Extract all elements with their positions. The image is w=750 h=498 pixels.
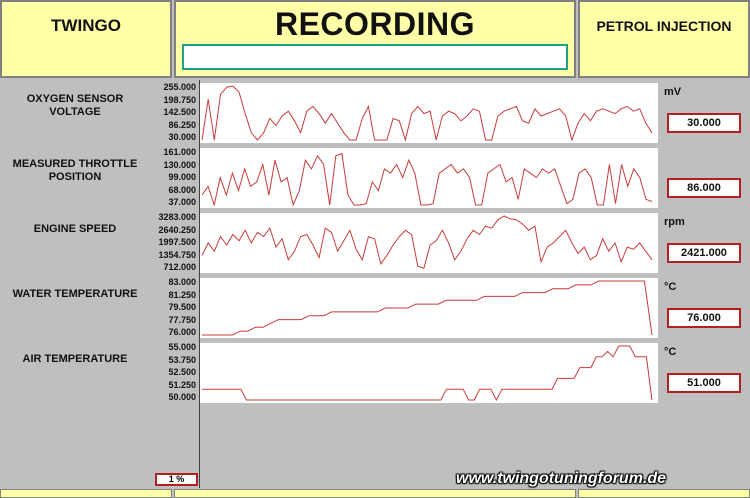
unit-label-0: mV xyxy=(664,86,682,98)
system-title: PETROL INJECTION xyxy=(596,18,732,34)
watermark: www.twingotuningforum.de xyxy=(456,470,667,487)
chart-svg-1 xyxy=(201,152,653,207)
y-tick-label: 712.000 xyxy=(163,262,196,272)
chart-plot-4 xyxy=(200,343,658,403)
series-line xyxy=(201,152,653,207)
y-tick-label: 198.750 xyxy=(163,94,196,105)
unit-label-3: °C xyxy=(664,281,677,293)
y-tick-label: 130.000 xyxy=(163,159,196,170)
y-tick-label: 76.000 xyxy=(168,327,196,337)
chart-label-0: OXYGEN SENSOR VOLTAGE xyxy=(26,93,124,118)
chart-svg-4 xyxy=(202,345,653,402)
y-tick-label: 2640.250 xyxy=(158,224,196,235)
current-value-1: 86.000 xyxy=(667,178,741,198)
chart-svg-2 xyxy=(201,215,653,269)
y-tick-label: 79.500 xyxy=(168,302,196,312)
y-tick-label: 30.000 xyxy=(168,132,196,142)
y-tick-label: 3283.000 xyxy=(158,212,196,222)
time-cursor-line xyxy=(199,80,200,488)
y-tick-label: 99.000 xyxy=(168,172,196,182)
chart-label-1: MEASURED THROTTLE POSITION xyxy=(12,158,138,183)
current-value-0: 30.000 xyxy=(667,113,741,133)
y-tick-label: 81.250 xyxy=(168,289,196,300)
y-tick-label: 142.500 xyxy=(163,107,196,117)
y-tick-label: 161.000 xyxy=(163,147,196,157)
y-tick-label: 52.500 xyxy=(168,367,196,377)
recording-title: RECORDING xyxy=(274,6,476,42)
chart-svg-0 xyxy=(201,85,653,142)
unit-label-4: °C xyxy=(664,346,677,358)
chart-label-4: AIR TEMPERATURE xyxy=(22,353,128,365)
current-value-4: 51.000 xyxy=(667,373,741,393)
chart-label-2: ENGINE SPEED xyxy=(33,223,117,235)
chart-label-3: WATER TEMPERATURE xyxy=(12,288,138,300)
chart-plot-3 xyxy=(200,278,658,338)
progress-indicator: 1 % xyxy=(155,473,198,486)
y-tick-label: 68.000 xyxy=(168,184,196,195)
chart-plot-2 xyxy=(200,213,658,273)
y-tick-label: 77.750 xyxy=(168,314,196,325)
header-left-panel: TWINGO xyxy=(0,0,172,78)
header-center-panel: RECORDING xyxy=(174,0,576,78)
current-value-3: 76.000 xyxy=(667,308,741,328)
y-tick-label: 1354.750 xyxy=(158,249,196,260)
footer-right-strip xyxy=(578,489,750,498)
y-tick-label: 1997.500 xyxy=(158,237,196,247)
vehicle-title: TWINGO xyxy=(51,16,121,35)
series-line xyxy=(201,85,653,142)
y-tick-label: 86.250 xyxy=(168,119,196,130)
y-tick-label: 53.750 xyxy=(168,354,196,365)
series-line xyxy=(201,215,653,269)
chart-svg-3 xyxy=(202,280,653,336)
chart-plot-1 xyxy=(200,148,658,208)
y-tick-label: 50.000 xyxy=(168,392,196,402)
y-tick-label: 51.250 xyxy=(168,379,196,390)
current-value-2: 2421.000 xyxy=(667,243,741,263)
series-line xyxy=(202,345,653,402)
y-tick-label: 255.000 xyxy=(163,82,196,92)
recording-status-box xyxy=(182,44,568,70)
y-tick-label: 55.000 xyxy=(168,342,196,352)
y-tick-label: 83.000 xyxy=(168,277,196,287)
series-line xyxy=(202,280,653,336)
unit-label-2: rpm xyxy=(664,216,685,228)
chart-plot-0 xyxy=(200,83,658,143)
y-tick-label: 37.000 xyxy=(168,197,196,207)
footer-left-strip xyxy=(0,489,172,498)
footer-center-strip xyxy=(174,489,576,498)
header-right-panel: PETROL INJECTION xyxy=(578,0,750,78)
